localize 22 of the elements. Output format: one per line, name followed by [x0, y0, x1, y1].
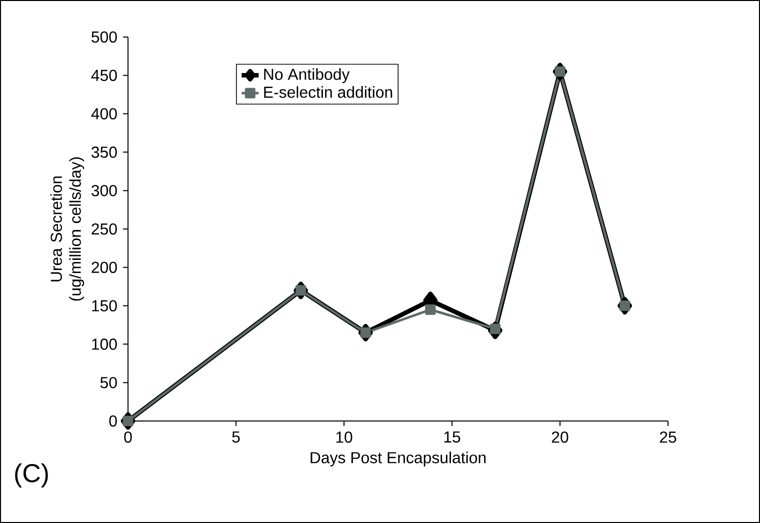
- x-tick-label: 20: [552, 432, 568, 443]
- x-tick-label: 5: [232, 431, 240, 443]
- x-tick-label: 10: [336, 432, 352, 443]
- y-tick-label: 450: [91, 70, 117, 82]
- y-tick-label: 100: [92, 338, 117, 350]
- x-axis-title: Days Post Encapsulation: [310, 452, 486, 466]
- y-tick-label: 200: [92, 262, 117, 274]
- x-tick-label: 25: [660, 432, 676, 443]
- y-tick-label: 150: [92, 300, 117, 312]
- text: (C): [15, 463, 48, 488]
- y-tick-label: 0: [109, 415, 117, 427]
- legend-label: E-selectin addition: [264, 86, 392, 98]
- y-axis-title: Urea Secretion (ug/million cells/day): [50, 157, 84, 301]
- y-tick-label: 350: [92, 146, 117, 158]
- y-tick-label: 400: [91, 108, 117, 120]
- legend-label: No Antibody: [264, 68, 350, 84]
- y-tick-label: 250: [92, 223, 117, 235]
- y-tick-label: 500: [92, 31, 117, 43]
- y-tick-label: 300: [92, 184, 117, 196]
- x-tick-label: 0: [124, 432, 132, 443]
- y-tick-label: 50: [100, 376, 117, 388]
- x-tick-label: 15: [444, 431, 460, 443]
